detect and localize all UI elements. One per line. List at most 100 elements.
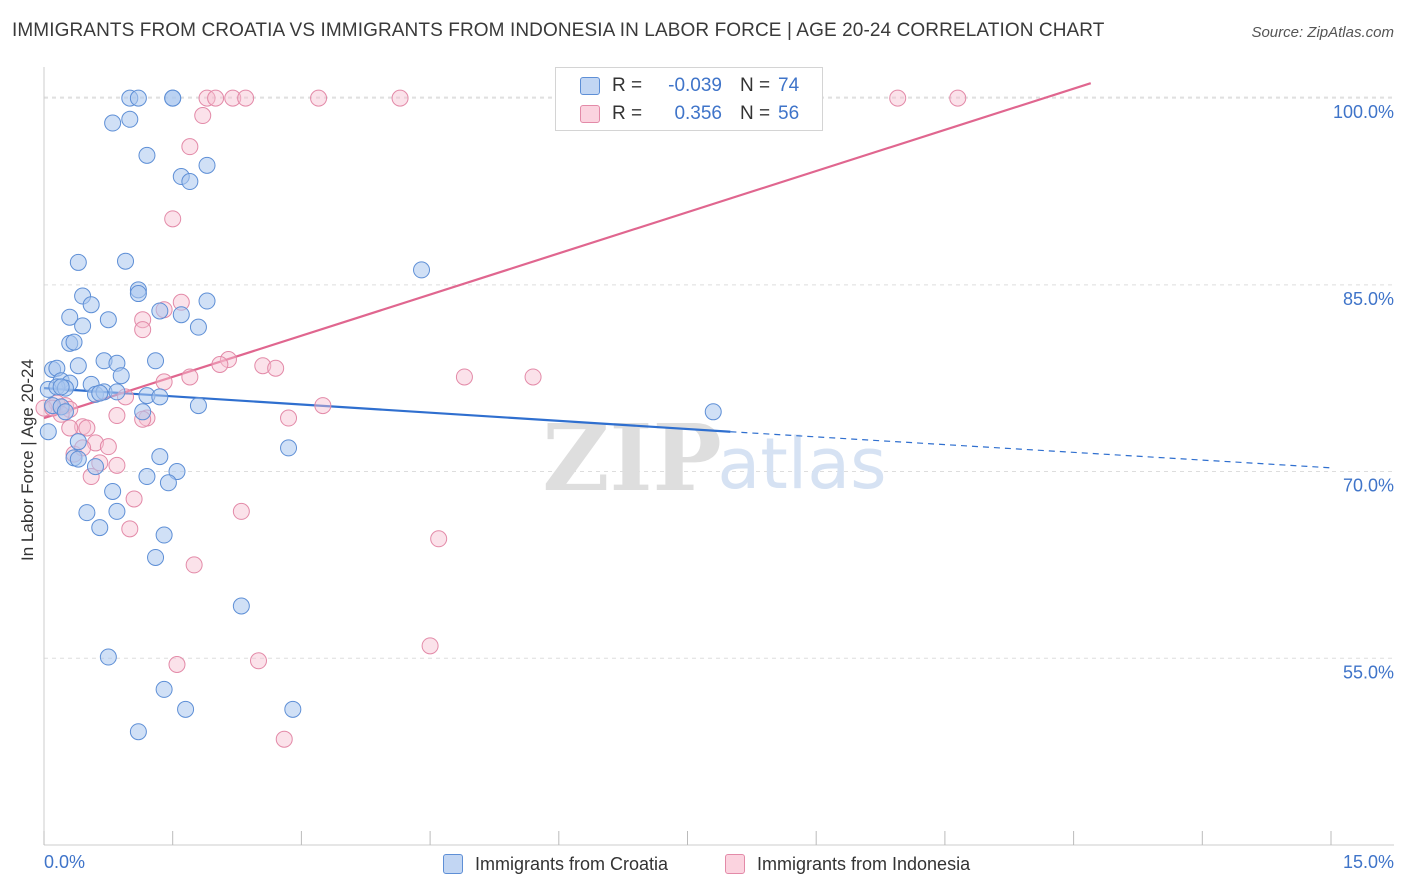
data-point-croatia <box>104 114 122 132</box>
trend-line-indonesia <box>43 82 1092 420</box>
data-point-indonesia <box>211 356 229 374</box>
bottom-legend-swatch-croatia <box>443 854 463 874</box>
data-point-croatia <box>52 378 70 396</box>
data-point-indonesia <box>121 520 139 538</box>
series-indonesia <box>35 89 967 748</box>
data-point-indonesia <box>181 368 199 386</box>
data-point-croatia <box>86 458 104 476</box>
bottom-legend-croatia: Immigrants from Croatia <box>443 852 668 876</box>
bottom-legend-indonesia: Immigrants from Indonesia <box>725 852 970 876</box>
legend-row-indonesia: R = 0.356 N = 56 <box>580 102 799 126</box>
data-point-croatia <box>74 317 92 335</box>
data-point-indonesia <box>455 368 473 386</box>
data-point-croatia <box>117 252 135 270</box>
data-point-croatia <box>189 397 207 415</box>
data-point-croatia <box>155 680 173 698</box>
data-point-indonesia <box>524 368 542 386</box>
legend-r-label: R = <box>612 103 643 124</box>
data-point-croatia <box>151 448 169 466</box>
data-point-croatia <box>129 285 147 303</box>
legend-r-value: -0.039 <box>668 75 722 96</box>
data-point-croatia <box>69 253 87 271</box>
data-point-croatia <box>104 482 122 500</box>
y-tick-label: 55.0% <box>1343 662 1394 682</box>
data-point-indonesia <box>168 656 186 674</box>
data-point-croatia <box>172 306 190 324</box>
data-point-croatia <box>168 463 186 481</box>
data-point-indonesia <box>275 730 293 748</box>
legend-n-label: N = <box>740 75 771 96</box>
legend-r-label: R = <box>612 75 643 96</box>
data-point-indonesia <box>155 373 173 391</box>
data-point-indonesia <box>134 311 152 329</box>
data-point-croatia <box>232 597 250 615</box>
legend-n-label: N = <box>740 103 771 124</box>
data-point-indonesia <box>108 456 126 474</box>
y-tick-label: 70.0% <box>1343 476 1394 496</box>
data-point-croatia <box>134 403 152 421</box>
data-point-croatia <box>198 156 216 174</box>
data-point-croatia <box>69 450 87 468</box>
watermark: ZIP atlas <box>542 404 886 512</box>
axes <box>43 67 1394 846</box>
data-point-croatia <box>129 723 147 741</box>
data-point-croatia <box>78 504 96 522</box>
legend-n-value: 56 <box>778 103 800 124</box>
data-point-indonesia <box>61 419 79 437</box>
chart-title: IMMIGRANTS FROM CROATIA VS IMMIGRANTS FR… <box>12 20 1105 41</box>
data-point-indonesia <box>99 438 117 456</box>
data-point-indonesia <box>430 530 448 548</box>
data-point-croatia <box>164 89 182 107</box>
data-point-croatia <box>91 384 109 402</box>
data-point-indonesia <box>164 210 182 228</box>
data-point-croatia <box>704 403 722 421</box>
data-point-indonesia <box>232 502 250 520</box>
trend-line-croatia-extension <box>730 431 1332 469</box>
series-croatia <box>39 89 722 741</box>
correlation-legend: R = -0.039 N = 74 R = 0.356 N = 56 <box>555 67 823 131</box>
data-point-indonesia <box>250 652 267 670</box>
legend-swatch-indonesia <box>580 105 600 123</box>
data-point-croatia <box>61 308 79 326</box>
data-point-indonesia <box>134 321 152 339</box>
data-point-croatia <box>413 261 431 279</box>
data-point-indonesia <box>108 407 126 425</box>
y-tick-label: 100.0% <box>1333 102 1394 122</box>
data-point-croatia <box>121 110 139 128</box>
data-point-indonesia <box>181 138 199 156</box>
data-point-croatia <box>147 352 165 370</box>
bottom-legend-label-croatia: Immigrants from Croatia <box>475 853 669 874</box>
legend-r-value: 0.356 <box>674 103 722 124</box>
data-point-croatia <box>82 296 100 314</box>
data-point-croatia <box>99 311 117 329</box>
data-point-indonesia <box>949 89 967 107</box>
data-point-croatia <box>189 318 207 336</box>
x-tick-label-max: 15.0% <box>1342 852 1394 872</box>
data-point-croatia <box>147 548 165 566</box>
data-point-indonesia <box>125 490 143 508</box>
legend-row-croatia: R = -0.039 N = 74 <box>580 74 799 98</box>
data-point-indonesia <box>78 419 96 437</box>
legend-n-value: 74 <box>778 75 800 96</box>
data-point-croatia <box>151 302 169 320</box>
data-point-croatia <box>112 367 130 385</box>
data-point-croatia <box>39 423 57 441</box>
data-point-croatia <box>99 648 117 666</box>
data-point-croatia <box>65 333 83 351</box>
data-point-indonesia <box>310 89 328 107</box>
data-point-croatia <box>108 502 126 520</box>
data-point-indonesia <box>207 89 225 107</box>
data-point-croatia <box>138 468 156 486</box>
watermark-atlas: atlas <box>717 423 886 505</box>
data-point-croatia <box>151 388 169 406</box>
source-note: Source: ZipAtlas.com <box>1251 24 1394 41</box>
data-point-indonesia <box>185 556 203 574</box>
data-point-indonesia <box>267 359 285 377</box>
data-point-croatia <box>69 357 87 375</box>
data-point-croatia <box>284 700 302 718</box>
data-point-indonesia <box>421 637 439 655</box>
legend-swatch-croatia <box>580 77 600 95</box>
data-point-croatia <box>129 89 147 107</box>
data-point-indonesia <box>254 357 272 375</box>
